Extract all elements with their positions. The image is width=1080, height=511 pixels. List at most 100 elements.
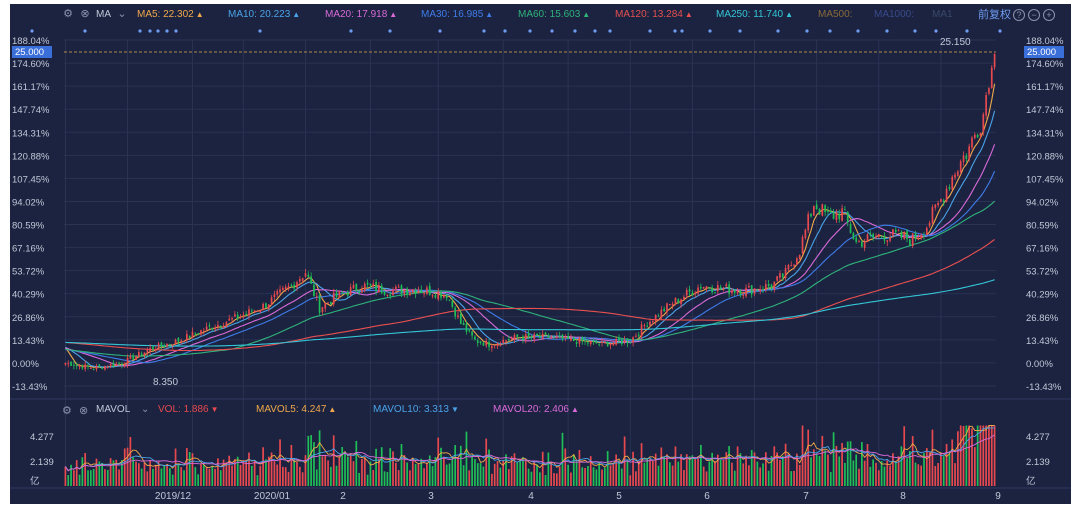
close-icon[interactable]: ⊗ (80, 8, 90, 20)
volume-bar (267, 456, 270, 486)
event-marker-dot[interactable] (482, 29, 486, 33)
volume-bar (612, 463, 615, 486)
candle-body (646, 325, 649, 327)
volume-bar (434, 457, 437, 486)
volume-bar (315, 469, 318, 486)
volume-bar (273, 461, 276, 486)
event-marker-dot[interactable] (648, 29, 652, 33)
event-marker-dot[interactable] (148, 29, 152, 33)
volume-bar (764, 452, 767, 486)
event-marker-dot[interactable] (165, 29, 169, 33)
volume-close-icon[interactable]: ⊗ (79, 405, 89, 417)
chevron-down-icon[interactable]: ⌄ (117, 8, 127, 20)
volume-chevron-down-icon[interactable]: ⌄ (141, 404, 150, 415)
volume-bar (256, 475, 259, 486)
candle-body (95, 366, 98, 370)
volume-bar (287, 471, 290, 486)
event-marker-dot[interactable] (965, 29, 969, 33)
candle-body (344, 292, 346, 294)
event-marker-dot[interactable] (138, 29, 142, 33)
event-marker-dot[interactable] (885, 29, 889, 33)
volume-bar (338, 456, 341, 486)
ma-value-4: MA60: 15.603 ▲ (518, 9, 591, 20)
event-marker-dot[interactable] (828, 29, 832, 33)
event-marker-dot[interactable] (776, 29, 780, 33)
volume-bar (801, 425, 804, 486)
event-marker-dot[interactable] (83, 29, 87, 33)
event-marker-dot[interactable] (550, 29, 554, 33)
y-tick-label-right: 80.59% (1026, 221, 1059, 232)
volume-bar (524, 460, 527, 486)
event-marker-dot[interactable] (573, 29, 577, 33)
candle-body (541, 333, 544, 339)
volume-bar (417, 463, 420, 486)
event-marker-dot[interactable] (934, 29, 938, 33)
candle-body (838, 213, 841, 220)
volume-bar (95, 458, 98, 486)
event-marker-dot[interactable] (673, 29, 677, 33)
candle-body (431, 295, 434, 297)
candle-body (315, 296, 318, 298)
zoom-in-icon[interactable]: + (1043, 9, 1055, 21)
event-marker-dot[interactable] (438, 29, 442, 33)
x-tick-label: 9 (995, 491, 1001, 502)
candle-body (352, 284, 355, 289)
event-marker-dot[interactable] (738, 29, 742, 33)
event-marker-dot[interactable] (349, 29, 353, 33)
volume-bar (877, 470, 880, 486)
event-marker-dot[interactable] (913, 29, 917, 33)
event-marker-dot[interactable] (708, 29, 712, 33)
volume-bar (776, 452, 778, 486)
restore-right-button[interactable]: 前复权 (978, 9, 1011, 21)
event-marker-dot[interactable] (528, 29, 532, 33)
event-marker-dot[interactable] (30, 29, 34, 33)
event-marker-dot[interactable] (805, 29, 809, 33)
volume-bar (157, 461, 160, 486)
volume-bar (414, 464, 417, 486)
event-marker-dot[interactable] (503, 29, 507, 33)
y-tick-label-right: 120.88% (1026, 151, 1064, 162)
candle-body (810, 213, 812, 217)
event-marker-dot[interactable] (593, 29, 597, 33)
event-marker-dot[interactable] (998, 29, 1002, 33)
candle-body (957, 171, 959, 176)
candle-body (640, 324, 643, 337)
price-chart[interactable]: 188.04% 188.04% 174.60% 174.60% 161.17% 161.1… (10, 4, 1071, 504)
current-price-label-right-box (1024, 46, 1064, 58)
event-marker-dot[interactable] (608, 29, 612, 33)
candle-body (976, 134, 979, 138)
volume-bar (790, 471, 793, 486)
event-marker-dot[interactable] (388, 29, 392, 33)
candle-body (248, 309, 250, 316)
candle-body (742, 294, 745, 296)
candle-body (764, 284, 767, 290)
candle-body (787, 264, 790, 270)
candle-body (685, 290, 688, 296)
event-marker-dot[interactable] (856, 29, 860, 33)
zoom-out-icon[interactable]: − (1028, 9, 1040, 21)
candle-body (443, 294, 445, 298)
volume-bar (889, 465, 891, 486)
candle-body (115, 363, 118, 366)
volume-bar (75, 460, 78, 486)
volume-bar (510, 456, 513, 486)
volume-settings-icon[interactable]: ⚙ (62, 405, 72, 417)
volume-bar (578, 449, 581, 486)
volume-bar (688, 456, 691, 486)
candle-body (366, 282, 369, 285)
mavol-value-1: MAVOL5: 4.247 ▲ (256, 404, 337, 415)
candle-body (643, 325, 646, 327)
help-icon[interactable]: ? (1013, 9, 1025, 21)
volume-bar (372, 470, 375, 486)
event-marker-dot[interactable] (174, 29, 178, 33)
candle-body (539, 335, 541, 338)
event-marker-dot[interactable] (258, 29, 262, 33)
volume-bar (756, 461, 759, 486)
event-marker-dot[interactable] (680, 29, 684, 33)
volume-bar (366, 474, 369, 486)
settings-icon[interactable]: ⚙ (63, 8, 73, 20)
candle-body (174, 339, 177, 345)
event-marker-dot[interactable] (156, 29, 160, 33)
candle-body (705, 286, 708, 289)
volume-bar (909, 451, 911, 486)
